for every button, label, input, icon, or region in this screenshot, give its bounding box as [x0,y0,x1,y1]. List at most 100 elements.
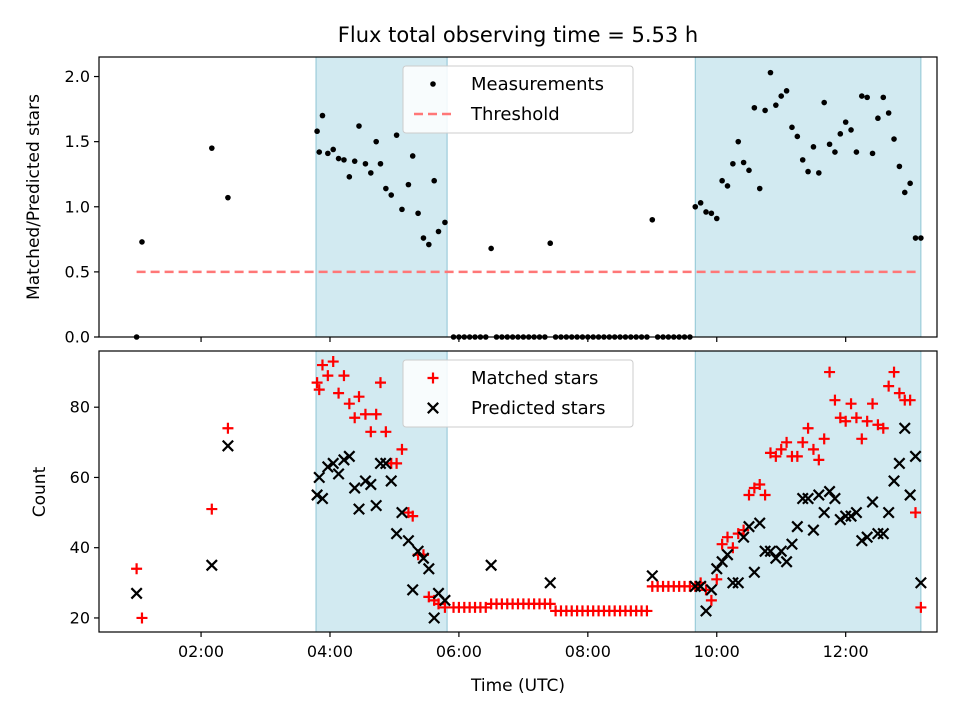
measurements-point [907,180,913,187]
ratio-panel: 0.00.51.01.52.0 Matched/Predicted stars … [24,56,938,347]
predicted-stars-point [726,576,739,589]
matched-stars-point [797,436,809,448]
ratio-panel-marks [133,69,924,340]
matched-stars-point [353,391,365,403]
y-tick-label: 0.5 [65,262,90,281]
matched-stars-point [222,422,234,434]
matched-stars-point [327,356,339,368]
measurements-point [730,160,736,167]
measurements-point [719,177,725,184]
y-tick-label: 2.0 [65,67,90,86]
measurements-point [703,209,709,215]
matched-stars-point [313,384,325,396]
predicted-stars-point [321,460,334,473]
predicted-stars-point [764,545,777,558]
y-tick-label: 60 [70,468,90,487]
measurements-point [896,163,903,170]
measurements-point [821,99,827,106]
predicted-stars-point [828,492,841,505]
matched-stars-point [845,398,857,410]
measurements-point [912,235,919,241]
predicted-stars-point [909,450,922,463]
y-tick-label: 80 [70,398,90,417]
measurements-legend-label: Measurements [471,74,604,95]
predicted-stars-point [348,482,361,494]
measurements-point [783,88,790,94]
predicted-stars-point [370,499,383,512]
predicted-stars-point [855,534,868,547]
matched-stars-point [915,601,927,613]
matched-stars-point [791,450,803,462]
predicted-stars-point [898,422,911,435]
matched-stars-point [338,370,350,382]
matched-stars-point [365,426,377,438]
count-panel-marks [130,356,927,624]
predicted-stars-point [412,545,425,558]
measurements-point [794,133,801,140]
matched-stars-point [370,408,382,420]
predicted-stars-point [130,587,143,600]
shaded-interval [694,350,922,633]
matched-stars-point [781,436,793,448]
predicted-stars-point [700,604,712,617]
y-tick-label: 0.0 [65,328,90,347]
matched-stars-point [206,503,218,515]
matched-stars-point [700,584,712,596]
measurements-point [399,206,405,213]
predicted-stars-point [850,506,863,519]
predicted-stars-point [385,474,398,487]
measurements-point [351,158,358,164]
predicted-stars-point [343,450,356,463]
matched-stars-point [904,394,916,406]
matched-stars-point [322,370,334,382]
predicted-stars-point [904,489,917,501]
matched-stars-point [641,605,653,617]
measurements-point [789,124,795,131]
matched-stars-point [893,387,905,399]
matched-stars-point [333,387,345,399]
predicted-stars-point [359,474,372,487]
predicted-stars-point [812,489,825,501]
measurements-point [880,94,887,101]
predicted-stars-point [753,517,766,530]
measurements-point [778,93,785,99]
predicted-stars-point [417,552,430,565]
count-panel-y-axis-label: Count [30,466,50,517]
predicted-stars-point [390,527,403,540]
measurements-point [431,177,438,184]
measurements-point [393,132,400,138]
predicted-stars-point [861,531,874,544]
predicted-stars-point [823,485,836,498]
matched-stars-point [813,454,825,466]
measurements-point [341,157,347,163]
predicted-stars-point [716,555,729,568]
measurements-point [848,127,854,133]
measurements-point [773,102,779,108]
matched-stars-point [380,426,392,438]
count-panel-frame [98,350,938,633]
matched-stars-point [840,415,852,427]
measurements-point [740,159,747,166]
matched-stars-point [867,398,879,410]
predicted-stars-point [313,471,326,484]
measurements-point [314,128,320,135]
predicted-stars-point [694,580,707,593]
predicted-stars-point [732,576,745,589]
matched-stars-point [396,443,408,455]
legend-box [402,65,634,134]
measurements-point [225,194,231,201]
predicted-stars-point [316,492,329,505]
matched-stars-point [888,366,900,378]
predicted-stars-point [759,545,772,558]
ratio-panel-y-axis-label: Matched/Predicted stars [24,94,44,300]
predicted-stars-point [379,457,392,470]
matched-stars-point [754,478,766,490]
x-tick-label: 06:00 [436,642,482,661]
predicted-stars-point [337,453,350,466]
matched-stars-point [759,489,771,501]
matched-stars-point [775,443,787,455]
measurements-point [885,110,892,116]
predicted-stars-point [871,527,884,540]
matched-stars-point [407,510,419,522]
measurements-point [373,138,379,145]
